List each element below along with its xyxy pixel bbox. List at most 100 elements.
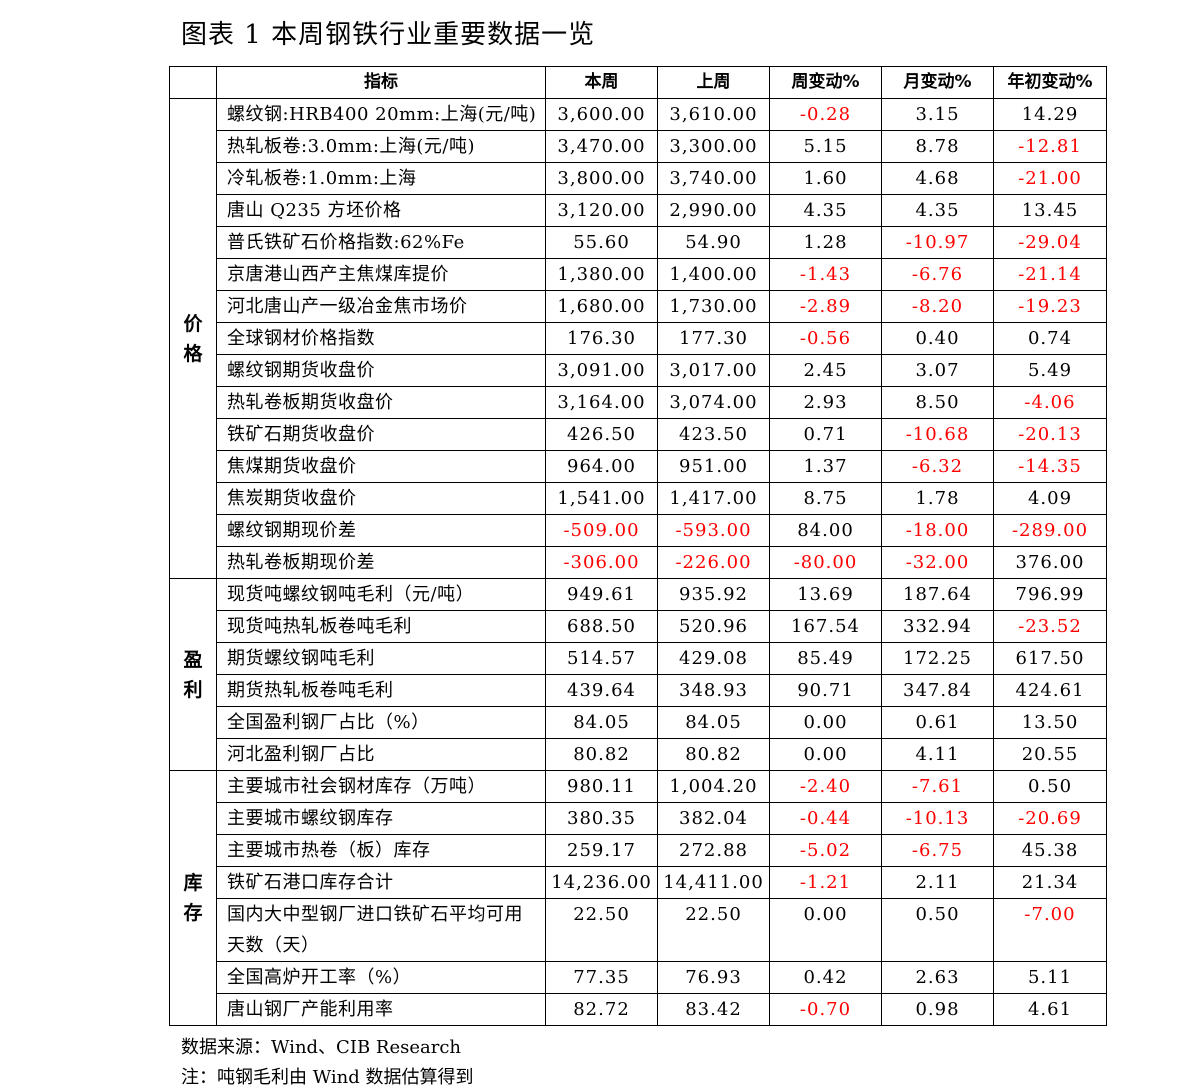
value-last-week: 1,400.00 xyxy=(657,258,770,291)
value-last-week: 2,990.00 xyxy=(657,194,770,227)
value-this-week: 55.60 xyxy=(545,226,658,259)
value-last-week: 177.30 xyxy=(657,322,770,355)
section-label-text: 盈利 xyxy=(183,648,203,701)
value-ytd-change: 14.29 xyxy=(993,98,1107,131)
value-weekly-change: 1.60 xyxy=(769,162,882,195)
value-weekly-change: -0.56 xyxy=(769,322,882,355)
value-last-week: 83.42 xyxy=(657,993,770,1026)
table-row: 国内大中型钢厂进口铁矿石平均可用天数（天） 22.50 22.50 0.00 0.50-… xyxy=(170,898,1107,962)
value-last-week: 382.04 xyxy=(657,802,770,835)
value-weekly-change: 90.71 xyxy=(769,674,882,707)
value-monthly-change: 0.98 xyxy=(881,993,994,1026)
value-monthly-change: -7.61 xyxy=(881,770,994,803)
value-this-week: 80.82 xyxy=(545,738,658,771)
value-last-week: 1,730.00 xyxy=(657,290,770,323)
indicator-name: 河北盈利钢厂占比 xyxy=(216,738,546,771)
value-monthly-change: 0.40 xyxy=(881,322,994,355)
value-this-week: 3,470.00 xyxy=(545,130,658,163)
value-last-week: 80.82 xyxy=(657,738,770,771)
value-ytd-change: 796.99 xyxy=(993,578,1107,611)
value-weekly-change: 167.54 xyxy=(769,610,882,643)
table-row: 主要城市螺纹钢库存 380.35 382.04 -0.44 -10.13 -20.69 xyxy=(170,802,1107,835)
value-last-week: 429.08 xyxy=(657,642,770,675)
value-ytd-change: -19.23 xyxy=(993,290,1107,323)
value-last-week: 3,074.00 xyxy=(657,386,770,419)
value-weekly-change: 2.93 xyxy=(769,386,882,419)
value-ytd-change: -29.04 xyxy=(993,226,1107,259)
table-row: 唐山钢厂产能利用率 82.72 83.42 -0.70 0.98 4.61 xyxy=(170,993,1107,1026)
value-weekly-change: -2.40 xyxy=(769,770,882,803)
value-ytd-change: 5.11 xyxy=(993,961,1107,994)
section-label: 价格 xyxy=(169,98,217,579)
table-row: 焦煤期货收盘价 964.00 951.00 1.37 -6.32 -14.35 xyxy=(170,450,1107,483)
indicator-name: 铁矿石期货收盘价 xyxy=(216,418,546,451)
steel-data-table: 指标 本周 上周 周变动% 月变动% 年初变动% 价格 螺纹钢:HRB400 20… xyxy=(169,66,1107,1026)
indicator-name: 螺纹钢期货收盘价 xyxy=(216,354,546,387)
section-label-text: 库存 xyxy=(183,872,203,924)
value-monthly-change: -32.00 xyxy=(881,546,994,579)
indicator-name: 现货吨热轧板卷吨毛利 xyxy=(216,610,546,643)
value-weekly-change: -0.44 xyxy=(769,802,882,835)
value-weekly-change: 0.00 xyxy=(769,898,882,962)
indicator-name: 铁矿石港口库存合计 xyxy=(216,866,546,899)
value-ytd-change: 376.00 xyxy=(993,546,1107,579)
value-monthly-change: 4.68 xyxy=(881,162,994,195)
value-weekly-change: -1.43 xyxy=(769,258,882,291)
value-ytd-change: -23.52 xyxy=(993,610,1107,643)
value-last-week: 272.88 xyxy=(657,834,770,867)
indicator-name: 国内大中型钢厂进口铁矿石平均可用天数（天） xyxy=(216,898,546,962)
source-note: 数据来源：Wind、CIB Research xyxy=(181,1037,461,1058)
value-weekly-change: 0.00 xyxy=(769,706,882,739)
value-this-week: -306.00 xyxy=(545,546,658,579)
header-indicator: 指标 xyxy=(216,66,546,99)
table-row: 铁矿石港口库存合计 14,236.00 14,411.00 -1.21 2.11 21.3… xyxy=(170,866,1107,899)
value-weekly-change: 4.35 xyxy=(769,194,882,227)
value-this-week: 514.57 xyxy=(545,642,658,675)
value-monthly-change: 8.50 xyxy=(881,386,994,419)
table-row: 盈利 现货吨螺纹钢吨毛利（元/吨） 949.61 935.92 13.69 187.64 7… xyxy=(169,578,1107,771)
value-last-week: 951.00 xyxy=(657,450,770,483)
value-monthly-change: 4.11 xyxy=(881,738,994,771)
table-row: 河北唐山产一级冶金焦市场价 1,680.00 1,730.00 -2.89 -8.20-… xyxy=(170,290,1107,323)
table-row: 期货热轧板卷吨毛利 439.64 348.93 90.71 347.84 424.61 xyxy=(170,674,1107,707)
value-monthly-change: -18.00 xyxy=(881,514,994,547)
table-row: 螺纹钢期现价差 -509.00 -593.00 84.00 -18.00 -289.00 xyxy=(170,514,1107,547)
value-last-week: 76.93 xyxy=(657,961,770,994)
value-last-week: -593.00 xyxy=(657,514,770,547)
value-ytd-change: -14.35 xyxy=(993,450,1107,483)
value-monthly-change: 3.07 xyxy=(881,354,994,387)
value-monthly-change: 2.11 xyxy=(881,866,994,899)
indicator-name: 冷轧板卷:1.0mm:上海 xyxy=(216,162,546,195)
value-this-week: 22.50 xyxy=(545,898,658,962)
value-this-week: 259.17 xyxy=(545,834,658,867)
value-weekly-change: 5.15 xyxy=(769,130,882,163)
value-this-week: 964.00 xyxy=(545,450,658,483)
table-row: 全国盈利钢厂占比（%） 84.05 84.05 0.00 0.61 13.50 xyxy=(170,706,1107,739)
header-ytd-change: 年初变动% xyxy=(993,66,1107,99)
table-row: 库存 主要城市社会钢材库存（万吨） 980.11 1,004.20 -2.40 -7.61… xyxy=(169,770,1107,1026)
value-last-week: 14,411.00 xyxy=(657,866,770,899)
indicator-name: 唐山钢厂产能利用率 xyxy=(216,993,546,1026)
value-monthly-change: 0.61 xyxy=(881,706,994,739)
value-weekly-change: 0.71 xyxy=(769,418,882,451)
table-row: 焦炭期货收盘价 1,541.00 1,417.00 8.75 1.78 4.09 xyxy=(170,482,1107,515)
value-monthly-change: 4.35 xyxy=(881,194,994,227)
table-row: 期货螺纹钢吨毛利 514.57 429.08 85.49 172.25 617.50 xyxy=(170,642,1107,675)
indicator-name: 主要城市热卷（板）库存 xyxy=(216,834,546,867)
value-this-week: 3,091.00 xyxy=(545,354,658,387)
section-label-text: 价格 xyxy=(183,312,203,365)
value-weekly-change: 13.69 xyxy=(769,578,882,611)
value-monthly-change: -10.13 xyxy=(881,802,994,835)
indicator-name: 螺纹钢:HRB400 20mm:上海(元/吨) xyxy=(216,98,546,131)
remark-note: 注：吨钢毛利由 Wind 数据估算得到 xyxy=(181,1067,474,1088)
indicator-name: 主要城市螺纹钢库存 xyxy=(216,802,546,835)
header-weekly-change: 周变动% xyxy=(769,66,882,99)
value-last-week: 935.92 xyxy=(657,578,770,611)
value-this-week: 84.05 xyxy=(545,706,658,739)
indicator-name: 现货吨螺纹钢吨毛利（元/吨） xyxy=(216,578,546,611)
value-monthly-change: 347.84 xyxy=(881,674,994,707)
value-ytd-change: -289.00 xyxy=(993,514,1107,547)
value-this-week: 439.64 xyxy=(545,674,658,707)
value-monthly-change: -6.75 xyxy=(881,834,994,867)
value-this-week: 77.35 xyxy=(545,961,658,994)
